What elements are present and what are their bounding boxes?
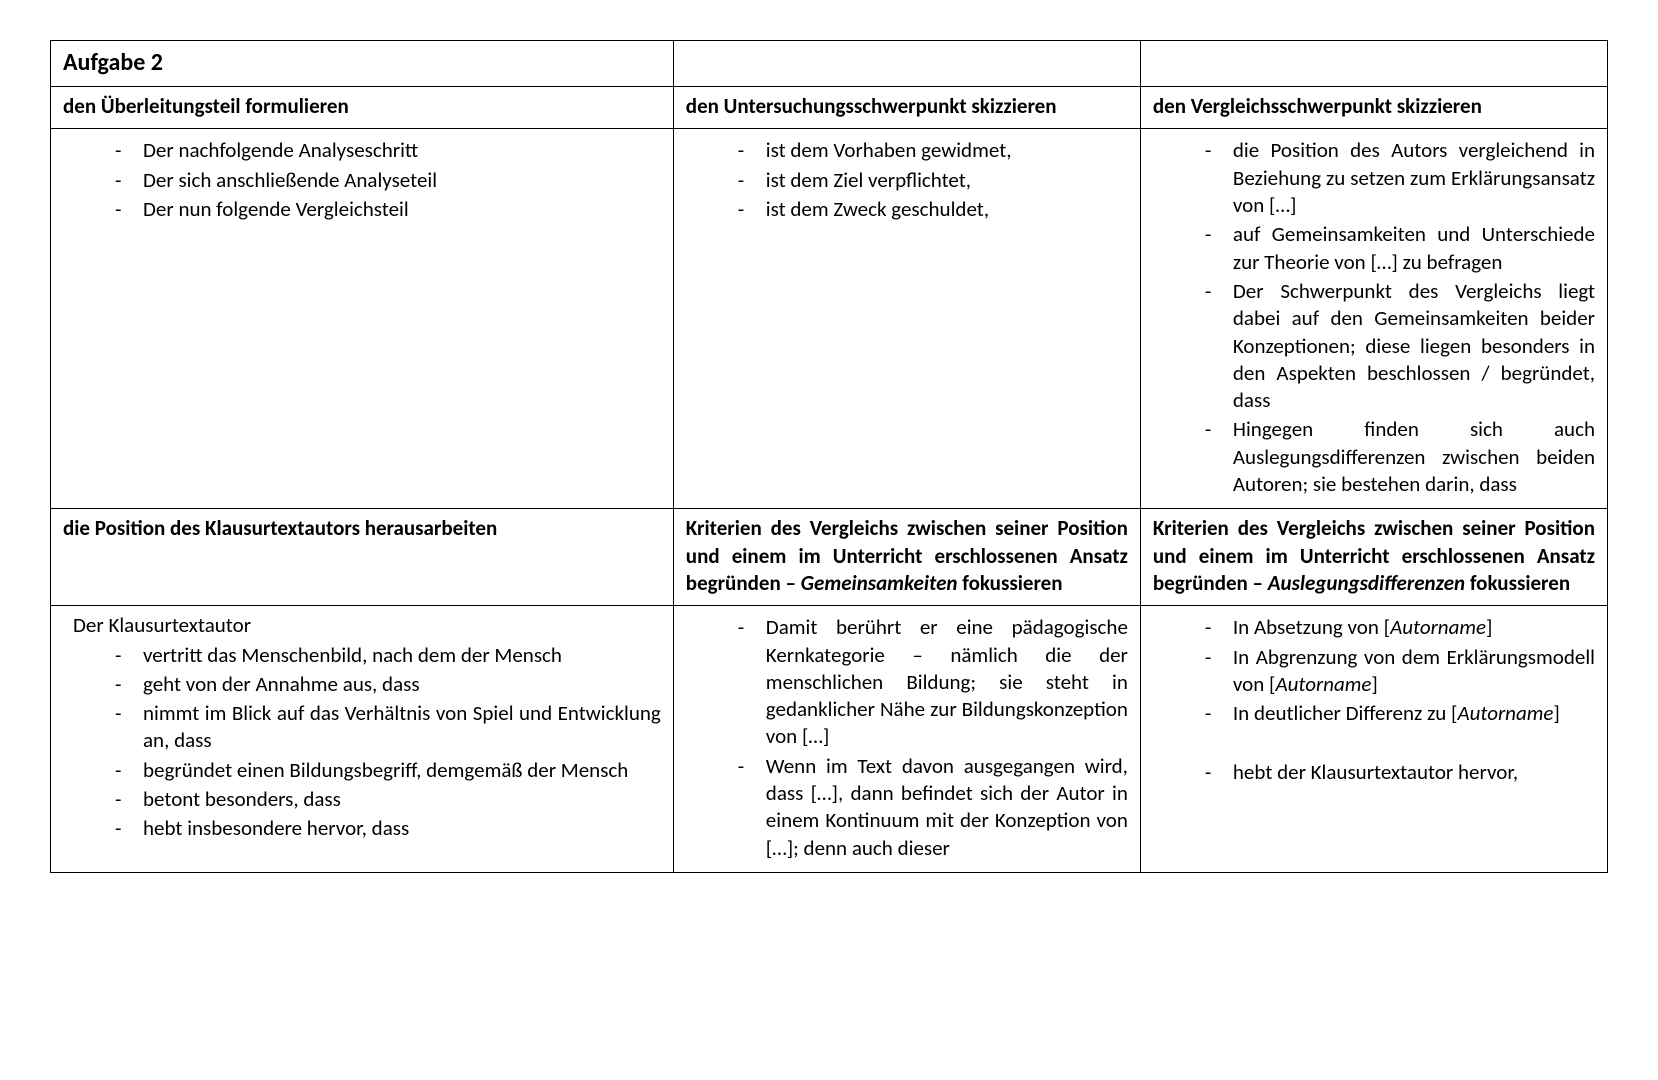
list-item-text: Der Schwerpunkt des Vergleichs liegt dab… <box>1233 278 1595 413</box>
row2-h-c1-text: die Position des Klausurtextautors herau… <box>63 515 497 541</box>
t2: ] <box>1371 671 1377 697</box>
row1-h-c2-text: den Untersuchungsschwerpunkt skizzieren <box>686 93 1057 119</box>
t2: ] <box>1486 614 1492 640</box>
row2-h-c2-post: fokussieren <box>958 570 1063 596</box>
list-item-text: ist dem Vorhaben gewidmet, <box>766 137 1012 163</box>
list-item: Hingegen finden sich auch Auslegungsdiff… <box>1205 416 1595 500</box>
row2-b-c1: Der Klausurtextautor vertritt das Mensch… <box>51 606 674 873</box>
list-item-text: begründet einen Bildungsbegriff, demgemä… <box>143 757 628 783</box>
list-item-text: betont besonders, dass <box>143 786 341 812</box>
row2-header: die Position des Klausurtextautors herau… <box>51 509 1608 606</box>
list-item: Damit berührt er eine pädagogische Kernk… <box>738 614 1128 752</box>
formulation-table: Aufgabe 2 den Überleitungsteil formulier… <box>50 40 1608 873</box>
t: In Absetzung von [ <box>1233 614 1390 640</box>
row1-b-c1: Der nachfolgende Analyseschritt Der sich… <box>51 129 674 509</box>
list-item-text: Damit berührt er eine pädagogische Kernk… <box>766 614 1128 749</box>
list-item: ist dem Vorhaben gewidmet, <box>738 137 1128 166</box>
list-item-text: die Position des Autors vergleichend in … <box>1233 137 1595 218</box>
row2-c3-list-top: In Absetzung von [Autorname] In Abgrenzu… <box>1153 614 1595 729</box>
list-item: begründet einen Bildungsbegriff, demgemä… <box>115 757 661 786</box>
row1-b-c2: ist dem Vorhaben gewidmet, ist dem Ziel … <box>673 129 1140 509</box>
list-item: In Abgrenzung von dem Erklärungsmodell v… <box>1205 644 1595 701</box>
list-item-text: hebt insbesondere hervor, dass <box>143 815 409 841</box>
list-item: geht von der Annahme aus, dass <box>115 671 661 700</box>
list-item: Der nun folgende Vergleichsteil <box>115 196 661 225</box>
row1-h-c1-text: den Überleitungsteil formulieren <box>63 93 349 119</box>
list-item: Der nachfolgende Analyseschritt <box>115 137 661 166</box>
t-it: Autorname <box>1390 614 1486 640</box>
list-item-text: auf Gemeinsamkeiten und Unterschiede zur… <box>1233 221 1595 274</box>
list-item: Wenn im Text davon ausgegangen wird, das… <box>738 753 1128 864</box>
list-item: ist dem Ziel verpflichtet, <box>738 167 1128 196</box>
list-item: In deutlicher Differenz zu [Autorname] <box>1205 700 1595 729</box>
row2-h-c3-post: fokussieren <box>1465 570 1570 596</box>
row2-h-c2: Kriterien des Vergleichs zwischen seiner… <box>673 509 1140 606</box>
t: In deutlicher Differenz zu [ <box>1233 700 1458 726</box>
list-item-text: geht von der Annahme aus, dass <box>143 671 420 697</box>
list-item-text: Hingegen finden sich auch Auslegungsdiff… <box>1233 416 1595 497</box>
list-item-text: Der sich anschließende Analyseteil <box>143 167 437 193</box>
row1-c1-list: Der nachfolgende Analyseschritt Der sich… <box>63 137 661 225</box>
list-item: hebt insbesondere hervor, dass <box>115 815 661 844</box>
list-item-text: ist dem Zweck geschuldet, <box>766 196 989 222</box>
row2-c3-list-bottom: hebt der Klausurtextautor hervor, <box>1153 759 1595 788</box>
row2-h-c1: die Position des Klausurtextautors herau… <box>51 509 674 606</box>
row2-body: Der Klausurtextautor vertritt das Mensch… <box>51 606 1608 873</box>
row1-h-c2: den Untersuchungsschwerpunkt skizzieren <box>673 87 1140 129</box>
row2-h-c2-italic: Gemeinsamkeiten <box>801 570 958 596</box>
list-item: Der sich anschließende Analyseteil <box>115 167 661 196</box>
row2-c2-list: Damit berührt er eine pädagogische Kernk… <box>686 614 1128 864</box>
row1-c2-list: ist dem Vorhaben gewidmet, ist dem Ziel … <box>686 137 1128 225</box>
t2: ] <box>1553 700 1559 726</box>
list-item-text: Der nachfolgende Analyseschritt <box>143 137 418 163</box>
t-it: Autorname <box>1275 671 1371 697</box>
list-item-text: Wenn im Text davon ausgegangen wird, das… <box>766 753 1128 861</box>
row1-h-c1: den Überleitungsteil formulieren <box>51 87 674 129</box>
list-item-text: Der nun folgende Vergleichsteil <box>143 196 409 222</box>
list-item: vertritt das Menschenbild, nach dem der … <box>115 642 661 671</box>
title-text: Aufgabe 2 <box>63 48 163 77</box>
list-item: die Position des Autors vergleichend in … <box>1205 137 1595 221</box>
row1-h-c3: den Vergleichsschwerpunkt skizzieren <box>1140 87 1607 129</box>
row2-h-c3-italic: Auslegungsdifferenzen <box>1268 570 1465 596</box>
list-item-text: hebt der Klausurtextautor hervor, <box>1233 759 1518 785</box>
list-item: Der Schwerpunkt des Vergleichs liegt dab… <box>1205 278 1595 416</box>
title-empty-c3 <box>1140 41 1607 87</box>
row1-h-c3-text: den Vergleichsschwerpunkt skizzieren <box>1153 93 1482 119</box>
row2-c1-list: vertritt das Menschenbild, nach dem der … <box>63 642 661 845</box>
row1-b-c3: die Position des Autors vergleichend in … <box>1140 129 1607 509</box>
list-item: hebt der Klausurtextautor hervor, <box>1205 759 1595 788</box>
list-item: ist dem Zweck geschuldet, <box>738 196 1128 225</box>
row2-b-c2: Damit berührt er eine pädagogische Kernk… <box>673 606 1140 873</box>
list-item-text: nimmt im Blick auf das Verhältnis von Sp… <box>143 700 661 753</box>
list-item-text: ist dem Ziel verpflichtet, <box>766 167 971 193</box>
row2-c1-intro: Der Klausurtextautor <box>63 612 661 639</box>
title-empty-c2 <box>673 41 1140 87</box>
row1-header: den Überleitungsteil formulieren den Unt… <box>51 87 1608 129</box>
list-item: nimmt im Blick auf das Verhältnis von Sp… <box>115 700 661 757</box>
row1-c3-list: die Position des Autors vergleichend in … <box>1153 137 1595 500</box>
row1-body: Der nachfolgende Analyseschritt Der sich… <box>51 129 1608 509</box>
list-item: In Absetzung von [Autorname] <box>1205 614 1595 643</box>
t-it: Autorname <box>1457 700 1553 726</box>
spacer <box>1153 729 1595 757</box>
row2-b-c3: In Absetzung von [Autorname] In Abgrenzu… <box>1140 606 1607 873</box>
row2-h-c3: Kriterien des Vergleichs zwischen seiner… <box>1140 509 1607 606</box>
list-item-text: vertritt das Menschenbild, nach dem der … <box>143 642 562 668</box>
list-item: betont besonders, dass <box>115 786 661 815</box>
list-item: auf Gemeinsamkeiten und Unterschiede zur… <box>1205 221 1595 278</box>
title-row: Aufgabe 2 <box>51 41 1608 87</box>
title-cell: Aufgabe 2 <box>51 41 674 87</box>
